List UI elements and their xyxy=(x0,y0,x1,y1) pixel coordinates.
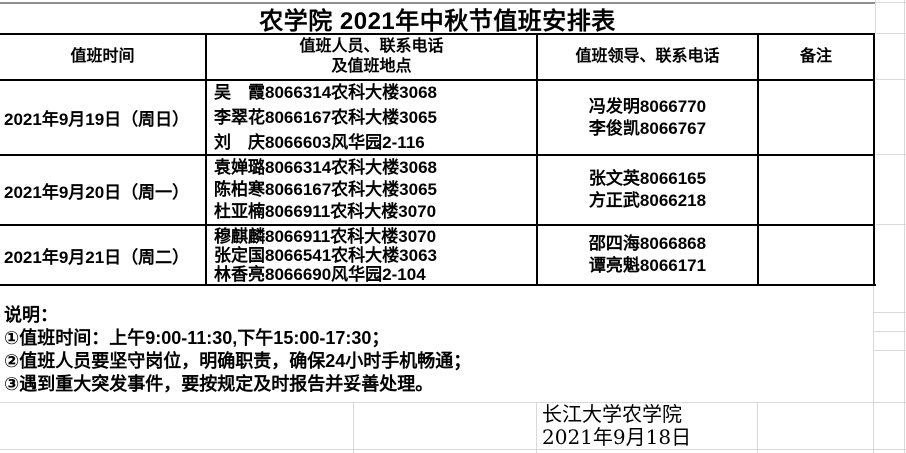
header-remark[interactable]: 备注 xyxy=(759,34,873,79)
note-item-2: ②值班人员要坚守岗位，明确职责，确保24小时手机畅通； xyxy=(4,351,472,371)
cell-remark-row2[interactable] xyxy=(759,156,873,224)
table-border xyxy=(205,33,207,286)
notes-heading: 说明： xyxy=(4,305,58,325)
staff-entry: 穆麒麟8066911农科大楼3070 xyxy=(214,226,437,246)
gridline xyxy=(875,2,906,3)
header-remark-text: 备注 xyxy=(799,47,832,65)
signature-org: 长江大学农学院 xyxy=(542,402,682,426)
note-item-3: ③遇到重大突发事件，要按规定及时报告并妥善处理。 xyxy=(4,374,434,394)
signature-date: 2021年9月18日 xyxy=(542,425,692,449)
header-leader[interactable]: 值班领导、联系电话 xyxy=(538,34,757,79)
table-border xyxy=(757,33,759,286)
table-border xyxy=(0,33,875,35)
cell-remark-row3[interactable] xyxy=(759,226,873,284)
leader-entry: 谭亮魁8066171 xyxy=(588,256,707,275)
gridline xyxy=(876,224,906,225)
sheet-top-line xyxy=(0,2,875,4)
header-leader-text: 值班领导、联系电话 xyxy=(575,47,720,65)
cell-leader-row1[interactable]: 冯发明8066770 李俊凯8066767 xyxy=(538,81,757,154)
signature-block[interactable]: 长江大学农学院 2021年9月18日 xyxy=(542,403,756,449)
gridline xyxy=(874,331,906,332)
staff-entry: 张定国8066541农科大楼3063 xyxy=(214,245,438,265)
cell-staff-row2[interactable]: 袁婵璐8066314农科大楼3068 陈柏寒8066167农科大楼3065 杜亚… xyxy=(207,156,536,224)
cell-staff-row1[interactable]: 吴 霞8066314农科大楼3068 李翠花8066167农科大楼3065 刘 … xyxy=(207,81,536,154)
table-border xyxy=(873,33,875,286)
notes-block[interactable]: 说明： ①值班时间：上午9:00-11:30,下午15:00-17:30； ②值… xyxy=(4,304,644,396)
gridline xyxy=(874,350,906,351)
header-staff[interactable]: 值班人员、联系电话 及值班地点 xyxy=(207,34,536,79)
gridline xyxy=(874,312,906,313)
staff-entry: 刘 庆8066603风华园2-116 xyxy=(214,133,425,152)
cell-leader-row2[interactable]: 张文英8066165 方正武8066218 xyxy=(538,156,757,224)
leader-entry: 张文英8066165 xyxy=(588,169,707,188)
gridline xyxy=(876,154,906,155)
leader-entry: 方正武8066218 xyxy=(588,191,707,210)
table-border xyxy=(0,79,875,81)
cell-time-row2-text: 2021年9月20日（周一） xyxy=(4,182,190,202)
staff-entry: 杜亚楠8066911农科大楼3070 xyxy=(214,202,437,221)
gridline xyxy=(0,449,906,450)
cell-time-row2[interactable]: 2021年9月20日（周一） xyxy=(0,156,205,224)
cell-remark-row1[interactable] xyxy=(759,81,873,154)
table-title-text: 农学院 2021年中秋节值班安排表 xyxy=(259,7,616,35)
header-staff-line1: 值班人员、联系电话 xyxy=(299,37,444,55)
gridline xyxy=(876,33,906,34)
header-staff-line2: 及值班地点 xyxy=(331,57,412,75)
table-border xyxy=(0,224,875,226)
gridline xyxy=(353,402,354,453)
staff-entry: 袁婵璐8066314农科大楼3068 xyxy=(214,158,438,177)
staff-entry: 李翠花8066167农科大楼3065 xyxy=(214,108,438,127)
staff-entry: 陈柏寒8066167农科大楼3065 xyxy=(214,180,438,199)
cell-time-row1-text: 2021年9月19日（周日） xyxy=(4,110,190,129)
table-border xyxy=(536,33,538,286)
cell-time-row1[interactable]: 2021年9月19日（周日） xyxy=(0,81,205,154)
gridline xyxy=(904,0,905,453)
leader-entry: 冯发明8066770 xyxy=(588,96,707,116)
gridline xyxy=(536,402,537,453)
leader-entry: 邵四海8066868 xyxy=(588,234,707,253)
header-duty-time-text: 值班时间 xyxy=(70,47,135,65)
cell-time-row3-text: 2021年9月21日（周二） xyxy=(4,247,190,267)
note-item-1: ①值班时间：上午9:00-11:30,下午15:00-17:30； xyxy=(4,328,390,348)
gridline xyxy=(757,402,758,453)
table-title[interactable]: 农学院 2021年中秋节值班安排表 xyxy=(0,3,875,35)
leader-entry: 李俊凯8066767 xyxy=(588,118,707,138)
table-border xyxy=(0,154,875,156)
gridline xyxy=(873,286,874,453)
staff-entry: 林香亮8066690风华园2-104 xyxy=(214,264,426,284)
cell-leader-row3[interactable]: 邵四海8066868 谭亮魁8066171 xyxy=(538,226,757,284)
gridline xyxy=(876,79,906,80)
staff-entry: 吴 霞8066314农科大楼3068 xyxy=(214,83,438,102)
gridline xyxy=(0,402,906,403)
gridline xyxy=(875,0,876,33)
table-border xyxy=(0,284,876,286)
header-duty-time[interactable]: 值班时间 xyxy=(0,34,205,79)
cell-staff-row3[interactable]: 穆麒麟8066911农科大楼3070 张定国8066541农科大楼3063 林香… xyxy=(207,226,536,284)
cell-time-row3[interactable]: 2021年9月21日（周二） xyxy=(0,226,205,284)
